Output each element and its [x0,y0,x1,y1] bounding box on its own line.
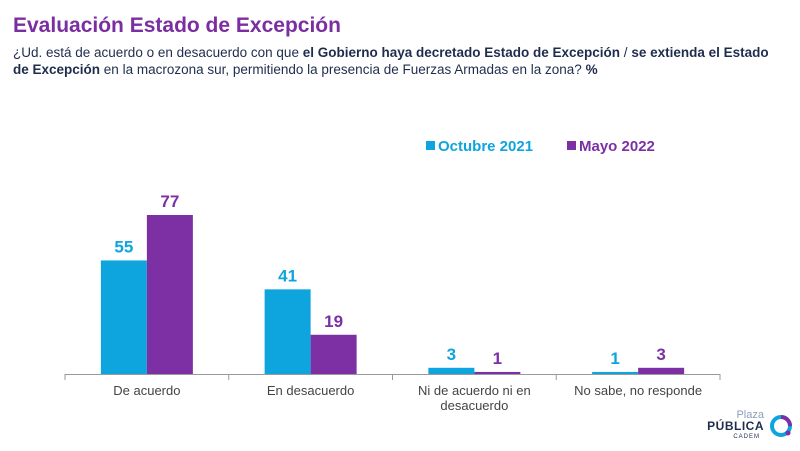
logo-line-1: Plaza [736,409,764,421]
data-label: 55 [114,237,133,256]
logo-line-3: CADEM [733,434,760,440]
data-label: 77 [160,192,179,211]
x-tick-label: No sabe, no responde [574,383,702,398]
bar-mayo-2022 [638,367,685,374]
question-part-2: / [620,45,632,60]
survey-question: ¿Ud. está de acuerdo o en desacuerdo con… [13,44,783,78]
bar-mayo-2022 [146,215,193,374]
x-tick-label: desacuerdo [440,398,508,413]
data-label: 3 [447,345,456,364]
logo-mark-icon [770,415,792,437]
data-label: 1 [610,349,619,368]
legend-swatch [567,141,576,150]
legend-label: Octubre 2021 [438,138,533,155]
data-label: 3 [656,345,665,364]
x-tick-label: Ni de acuerdo ni en [418,383,531,398]
question-part-1: ¿Ud. está de acuerdo o en desacuerdo con… [13,45,303,60]
bar-octubre-2021 [592,371,639,374]
question-unit: % [585,62,598,77]
bar-mayo-2022 [310,334,357,374]
question-bold-1: el Gobierno haya decretado Estado de Exc… [302,45,621,60]
plaza-publica-logo: Plaza PÚBLICA CADEM [694,409,794,449]
legend-label: Mayo 2022 [579,138,655,155]
bar-octubre-2021 [100,260,147,374]
bar-mayo-2022 [474,371,521,374]
question-bold-2: se extienda el Estado de Excepción [13,45,769,77]
bar-octubre-2021 [264,289,311,374]
question-part-3: en la macrozona sur, permitiendo la pres… [100,62,586,77]
data-label: 19 [324,312,343,331]
data-label: 41 [278,266,297,285]
legend-swatch [426,141,435,150]
logo-line-2: PÚBLICA [707,419,764,433]
x-tick-label: De acuerdo [113,383,180,398]
bar-octubre-2021 [428,367,475,374]
data-label: 1 [493,349,502,368]
chart-title: Evaluación Estado de Excepción [13,14,341,37]
x-tick-label: En desacuerdo [267,383,354,398]
